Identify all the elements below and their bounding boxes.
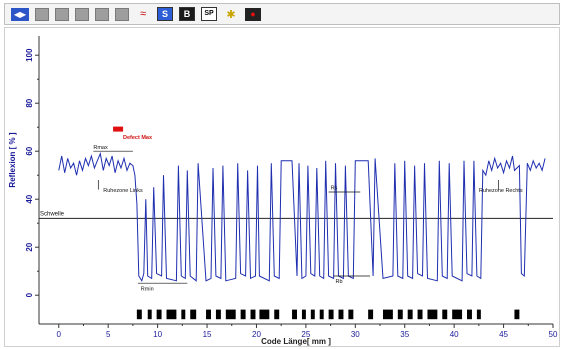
barcode-bar: [476, 309, 481, 320]
y-tick-label: 80: [25, 98, 34, 107]
toolbar-button-3[interactable]: [75, 7, 89, 21]
x-tick-label: 5: [106, 330, 111, 339]
y-tick-label: 40: [25, 194, 34, 203]
barcode-bar: [452, 309, 463, 320]
axes: [38, 36, 553, 325]
x-tick-label: 15: [203, 330, 212, 339]
toolbar-button-5[interactable]: [115, 7, 129, 21]
barcode-bar: [348, 309, 354, 320]
x-tick-label: 35: [400, 330, 409, 339]
y-tick-label: 20: [25, 242, 34, 251]
barcode-bar: [190, 309, 197, 320]
annotations: Rmax Defect Max Ruhezone Links Rs Rb Rmin Ruhe…: [93, 135, 523, 292]
record-icon[interactable]: ●: [245, 7, 261, 21]
barcode-bar: [250, 309, 256, 320]
threshold-label: Schwelle: [40, 211, 65, 217]
y-tick-label: 100: [25, 48, 34, 62]
toolbar-button-1[interactable]: [35, 7, 49, 21]
barcode-bar: [274, 309, 280, 320]
y-tick-label: 60: [25, 146, 34, 155]
x-tick-label: 20: [252, 330, 261, 339]
annotation-label: Rmin: [141, 286, 154, 292]
x-tick-label: 25: [301, 330, 310, 339]
settings-icon[interactable]: ✱: [226, 8, 236, 21]
barcode-bar: [427, 309, 438, 320]
barcode-bar: [417, 309, 423, 320]
barcode-bar: [328, 309, 334, 320]
barcode-bar: [136, 309, 142, 320]
s-button[interactable]: S: [157, 7, 173, 21]
barcode-bar: [514, 309, 520, 320]
annotation-label: Rmax: [93, 145, 108, 151]
barcode-bar: [467, 309, 472, 320]
annotation-label: Rb: [336, 279, 343, 285]
signal-series-line: [58, 151, 546, 283]
barcode-bar: [166, 309, 177, 320]
x-tick-label: 0: [57, 330, 62, 339]
barcode-bar: [301, 309, 306, 320]
sp-button[interactable]: SP: [201, 7, 217, 21]
annotation-label: Rs: [331, 186, 338, 192]
barcode-bar: [407, 309, 413, 320]
toolbar: ◀▶ ≈ S B SP ✱ ●: [4, 3, 560, 25]
chart-frame: 0 5 10 15 20 25 30 35 40 45 50 0 20 40 60 80 100 Schwell…: [4, 27, 560, 347]
x-tick-label: 45: [499, 330, 508, 339]
toolbar-button-2[interactable]: [55, 7, 69, 21]
barcode-bar: [240, 309, 246, 320]
defect-max-marker: [113, 126, 124, 132]
annotation-label: Ruhezone Rechts: [479, 188, 523, 194]
barcode-bar: [147, 309, 152, 320]
barcode-bar: [225, 309, 236, 320]
x-tick-label: 50: [549, 330, 558, 339]
barcode-bar: [382, 309, 393, 320]
annotation-label: Ruhezone Links: [103, 188, 143, 194]
b-button[interactable]: B: [179, 7, 195, 21]
barcode-bar: [292, 309, 297, 320]
barcode-bar: [368, 309, 374, 320]
y-axis-label: Reflexion [ % ]: [8, 132, 17, 187]
x-axis-label: Code Länge[ mm ]: [261, 337, 331, 346]
barcode-bar: [338, 309, 344, 320]
ticks: 0 5 10 15 20 25 30 35 40 45 50 0 20 40 60 80 100: [25, 48, 558, 339]
nav-arrows-icon[interactable]: ◀▶: [11, 7, 29, 21]
reflectance-chart: 0 5 10 15 20 25 30 35 40 45 50 0 20 40 60 80 100 Schwell…: [8, 36, 558, 346]
barcode-bar: [156, 309, 162, 320]
barcode-bars: [136, 309, 520, 320]
barcode-bar: [215, 309, 221, 320]
toolbar-button-4[interactable]: [95, 7, 109, 21]
barcode-bar: [319, 309, 324, 320]
barcode-bar: [397, 309, 403, 320]
barcode-bar: [259, 309, 270, 320]
x-tick-label: 40: [450, 330, 459, 339]
chart-edit-icon[interactable]: ≈: [139, 8, 147, 20]
x-tick-label: 10: [153, 330, 162, 339]
x-tick-label: 30: [351, 330, 360, 339]
annotation-label: Defect Max: [123, 135, 153, 141]
barcode-bar: [310, 309, 315, 320]
barcode-bar: [181, 309, 186, 320]
barcode-bar: [442, 309, 448, 320]
y-tick-label: 0: [25, 292, 34, 297]
barcode-bar: [206, 309, 211, 320]
